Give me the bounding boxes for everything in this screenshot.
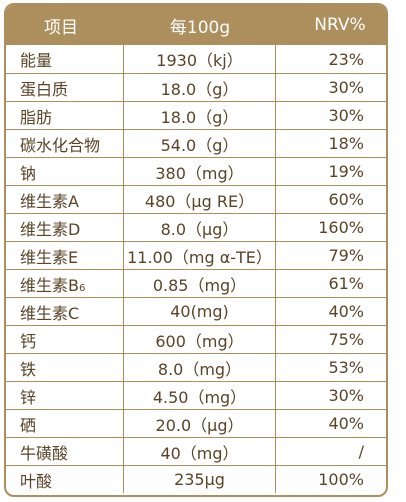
nutrient-name: 钠 [6,158,124,185]
nutrient-name-text: 蛋白质 [20,79,69,99]
table-row: 钙 600（mg） 75% [6,325,386,353]
nutrient-name-text: 牛磺酸 [20,443,69,463]
nutrient-name: 维生素D [6,214,124,241]
nutrient-name: 硒 [6,410,124,437]
table-row: 维生素C 40(mg) 40% [6,297,386,325]
amount-per-100g: 8.0（μg） [124,214,276,241]
table-row: 维生素A 480（μg RE） 60% [6,185,386,213]
nutrient-name-text: 能量 [20,51,53,70]
nutrient-name: 钙 [6,326,124,353]
nrv-percent: 79% [328,246,364,265]
nutrient-name-text: 钠 [20,163,37,183]
nrv-percent: 18% [328,134,364,153]
amount-per-100g: 4.50（mg） [124,382,276,409]
nrv-percent: 61% [328,274,364,293]
nutrient-name: 锌 [6,382,124,409]
nrv-percent: 100% [318,470,364,489]
table-row: 钠 380（mg） 19% [6,157,386,185]
nutrient-name: 牛磺酸 [6,438,124,465]
nutrient-name-text: 维生素D [20,219,81,239]
nrv-percent: 53% [328,358,364,377]
nutrient-name-text: 钙 [20,331,37,351]
header-per-100g: 每100g [169,17,231,38]
nrv-percent: 19% [328,162,364,181]
amount-per-100g: 480（μg RE） [124,186,276,213]
table-row: 维生素B 6 0.85（mg） 61% [6,269,386,297]
table-body: 能量 1930（kj） 23% 蛋白质 18.0（g） 30% 脂肪 18.0（g） 30% 碳水… [6,45,386,493]
table-header: 项目 每100g NRV% [6,5,386,45]
nutrient-name-text: 维生素A [20,191,79,211]
amount-per-100g: 235μg [124,466,276,493]
nutrient-name-text: 叶酸 [20,471,53,491]
nutrient-name-text: 铁 [20,359,37,379]
nutrient-name: 叶酸 [6,466,124,493]
table-row: 维生素D 8.0（μg） 160% [6,213,386,241]
table-row: 叶酸 235μg 100% [6,465,386,493]
amount-per-100g: 20.0（μg） [124,410,276,437]
amount-per-100g: 11.00（mg α-TE） [124,242,276,269]
nutrient-name-text: 碳水化合物 [20,135,101,155]
nutrient-name: 维生素B 6 [6,270,124,297]
nutrient-name: 铁 [6,354,124,381]
amount-per-100g: 8.0（mg） [124,354,276,381]
nrv-percent: 160% [318,218,364,237]
nutrient-name: 脂肪 [6,102,124,129]
nutrient-name: 维生素A [6,186,124,213]
nutrient-name-text: 维生素C [20,303,80,323]
amount-per-100g: 40（mg） [124,438,276,465]
table-row: 牛磺酸 40（mg） / [6,437,386,465]
table-row: 铁 8.0（mg） 53% [6,353,386,381]
nutrient-name-text: 锌 [20,387,37,407]
amount-per-100g: 54.0（g） [124,130,276,157]
nrv-percent: 30% [328,106,364,125]
nutrient-name: 碳水化合物 [6,130,124,157]
header-nrv: NRV% [314,15,366,35]
nrv-percent: 40% [328,302,364,321]
amount-per-100g: 600（mg） [124,326,276,353]
amount-per-100g: 18.0（g） [124,102,276,129]
nrv-percent: 60% [328,190,364,209]
amount-per-100g: 18.0（g） [124,74,276,101]
table-row: 碳水化合物 54.0（g） 18% [6,129,386,157]
amount-per-100g: 40(mg) [124,298,276,325]
nrv-percent: 30% [328,386,364,405]
amount-per-100g: 0.85（mg） [124,270,276,297]
header-item: 项目 [44,17,78,38]
nutrient-name: 维生素E [6,242,124,269]
table-row: 能量 1930（kj） 23% [6,45,386,73]
table-row: 硒 20.0（μg） 40% [6,409,386,437]
nutrient-name-text: 维生素B [20,275,79,295]
table-row: 蛋白质 18.0（g） 30% [6,73,386,101]
table-row: 维生素E 11.00（mg α-TE） 79% [6,241,386,269]
nutrient-name: 维生素C [6,298,124,325]
nutrient-subscript: 6 [78,283,86,294]
nrv-percent: 75% [328,330,364,349]
nutrient-name: 能量 [6,45,124,73]
nutrient-name-text: 硒 [20,415,37,435]
table-row: 锌 4.50（mg） 30% [6,381,386,409]
nrv-percent: 40% [328,414,364,433]
amount-per-100g: 380（mg） [124,158,276,185]
nutrient-name-text: 维生素E [20,247,79,267]
amount-per-100g: 1930（kj） [124,45,276,73]
nrv-percent: 30% [328,78,364,97]
nutrition-table: 项目 每100g NRV% 能量 1930（kj） 23% 蛋白质 18.0（g） 30%… [4,3,388,497]
nutrient-name: 蛋白质 [6,74,124,101]
nrv-percent: 23% [328,49,364,69]
nrv-percent: / [358,442,364,461]
table-row: 脂肪 18.0（g） 30% [6,101,386,129]
nutrient-name-text: 脂肪 [20,107,53,127]
